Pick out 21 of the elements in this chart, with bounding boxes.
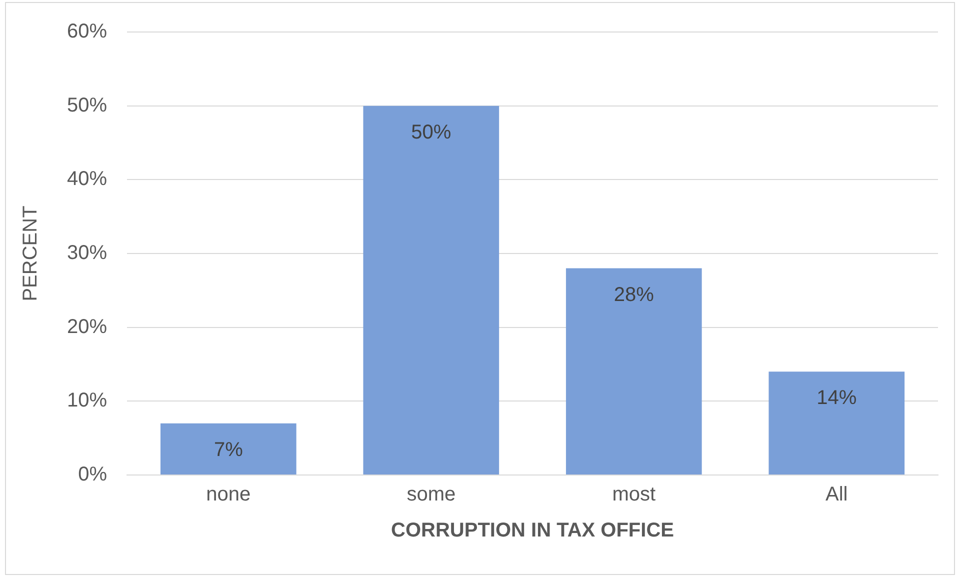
y-tick-label: 10% bbox=[67, 390, 108, 412]
bar bbox=[363, 106, 500, 474]
x-axis-title: CORRUPTION IN TAX OFFICE bbox=[391, 520, 674, 542]
data-label: 28% bbox=[614, 284, 654, 306]
x-tick-label: some bbox=[406, 484, 456, 506]
x-tick-label: none bbox=[206, 484, 251, 506]
y-axis-title: PERCENT bbox=[20, 206, 42, 302]
y-tick-label: 20% bbox=[67, 316, 108, 338]
x-tick-label: All bbox=[826, 484, 848, 506]
y-tick-label: 60% bbox=[67, 20, 108, 43]
x-tick-label: most bbox=[612, 484, 656, 506]
data-label: 7% bbox=[214, 438, 244, 461]
data-label: 14% bbox=[816, 387, 857, 410]
y-tick-label: 40% bbox=[67, 168, 108, 190]
bar bbox=[768, 372, 905, 474]
bar bbox=[160, 423, 296, 474]
bar bbox=[566, 268, 702, 474]
y-tick-label: 30% bbox=[67, 242, 108, 264]
y-tick-label: 50% bbox=[67, 94, 108, 116]
data-label: 50% bbox=[411, 121, 452, 144]
y-tick-label: 0% bbox=[78, 464, 108, 486]
